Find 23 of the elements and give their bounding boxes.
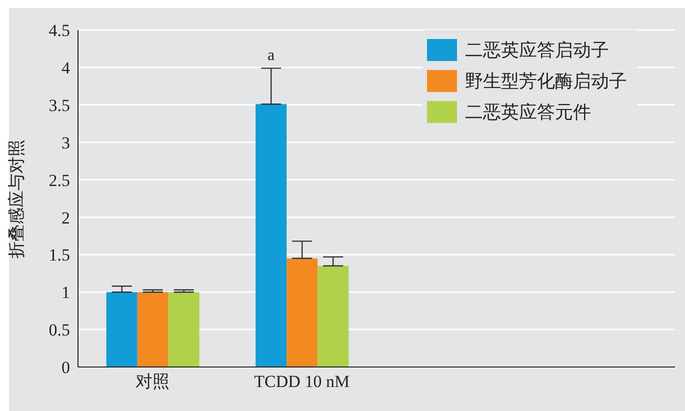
y-tick-label: 2 [62,208,70,228]
annotation: a [268,47,275,64]
y-tick-label: 4 [62,58,70,78]
y-tick-label: 4.5 [48,21,70,40]
x-tick-label: 对照 [136,372,170,392]
y-tick-label: 0.5 [48,320,70,340]
y-tick-label: 2.5 [48,170,70,190]
bar [106,292,138,367]
bar [137,292,168,367]
bar [168,292,200,367]
y-tick-label: 3 [62,133,70,152]
legend-label: 二恶英应答元件 [465,100,591,124]
bar [286,258,318,367]
y-tick-label: 1 [62,283,70,302]
legend-label: 二恶英应答启动子 [465,38,609,62]
bar [318,266,349,367]
y-tick-label: 1.5 [48,246,70,265]
bar [256,104,287,367]
y-axis-title: 折叠感应与对照 [7,140,26,258]
x-tick-label: TCDD 10 nM [254,372,350,392]
y-tick-label: 3.5 [48,96,70,115]
y-tick-label: 0 [62,358,70,378]
legend-label: 野生型芳化酶启动子 [465,70,627,92]
